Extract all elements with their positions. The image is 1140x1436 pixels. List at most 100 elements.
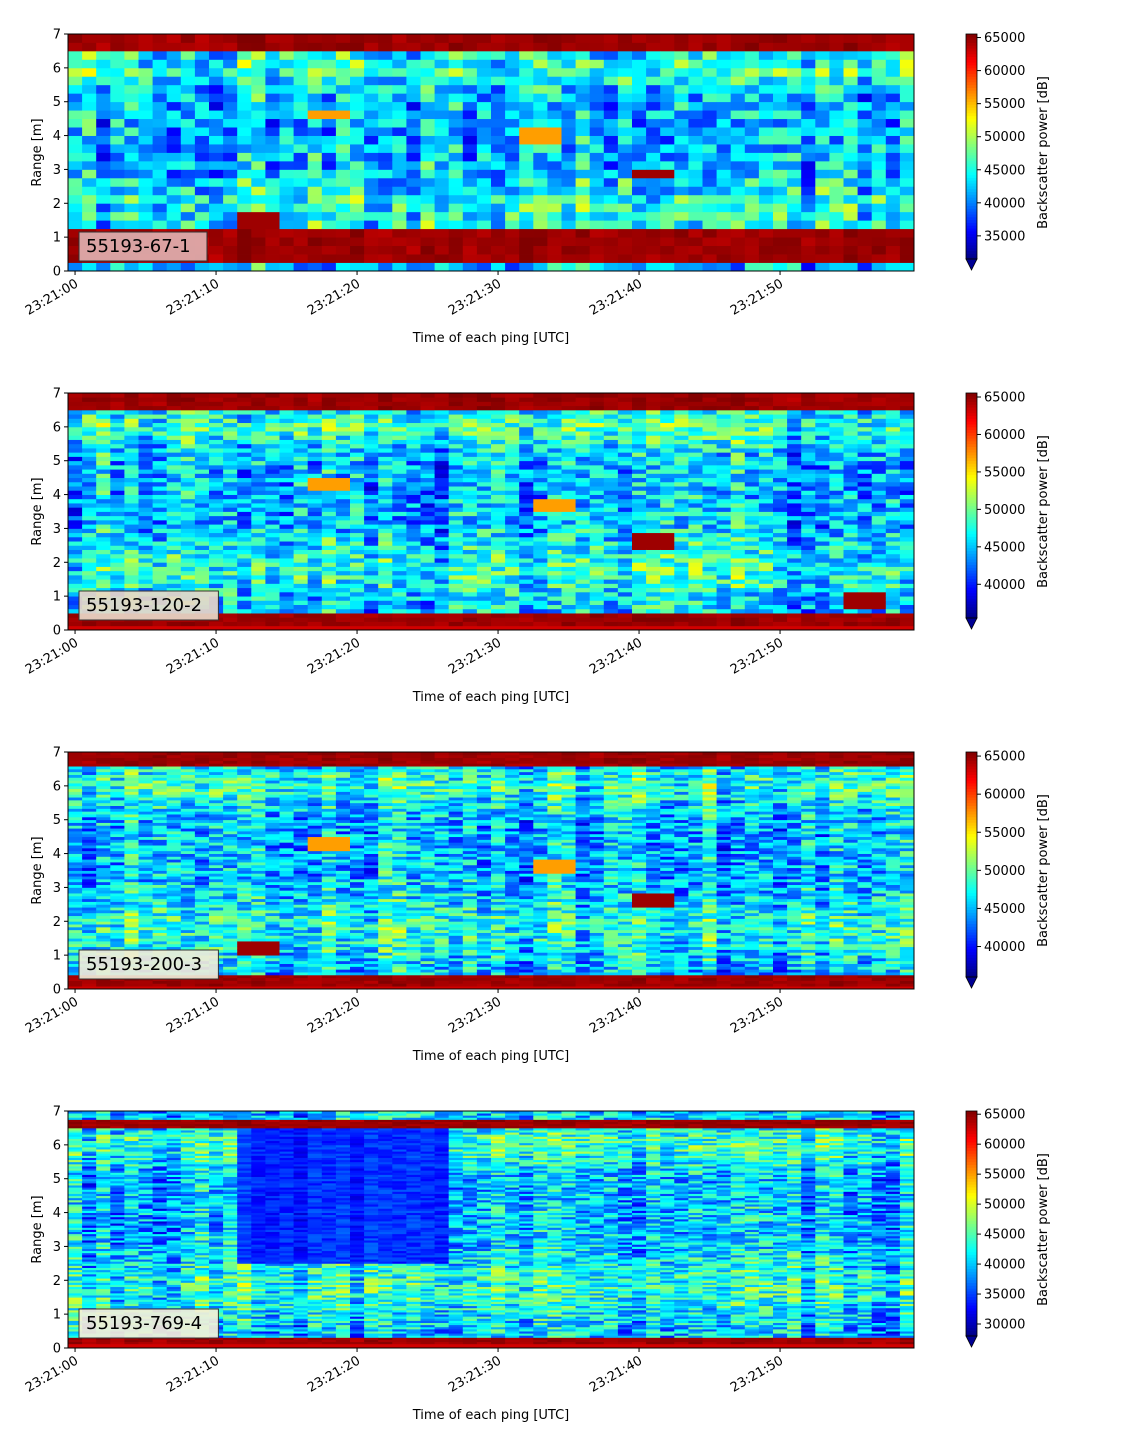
heatmap-cell: [844, 263, 859, 272]
heatmap-cell: [139, 456, 154, 461]
heatmap-cell: [294, 435, 309, 440]
heatmap-cell: [449, 397, 464, 402]
heatmap-cell: [562, 465, 577, 470]
heatmap-cell: [237, 592, 252, 597]
heatmap-cell: [829, 533, 844, 538]
heatmap-cell: [688, 237, 703, 246]
heatmap-cell: [308, 68, 323, 77]
heatmap-cell: [223, 617, 238, 622]
heatmap-cell: [632, 397, 647, 402]
heatmap-cell: [674, 144, 689, 153]
heatmap-cell: [477, 418, 492, 423]
heatmap-cell: [308, 444, 323, 449]
heatmap-cell: [731, 119, 746, 128]
heatmap-cell: [576, 254, 591, 263]
heatmap-cell: [294, 220, 309, 229]
heatmap-cell: [463, 622, 478, 627]
heatmap-cell: [717, 423, 732, 428]
heatmap-cell: [844, 512, 859, 517]
heatmap-cell: [618, 486, 633, 491]
heatmap-cell: [604, 567, 619, 572]
heatmap-cell: [688, 550, 703, 555]
heatmap-cell: [124, 503, 138, 508]
heatmap-cell: [745, 51, 760, 60]
heatmap-cell: [96, 456, 111, 461]
heatmap-cell: [96, 520, 111, 525]
heatmap-cell: [181, 410, 196, 415]
heatmap-cell: [787, 558, 802, 563]
heatmap-cell: [491, 562, 506, 567]
heatmap-cell: [618, 499, 633, 504]
heatmap-cell: [505, 444, 519, 449]
heatmap-cell: [646, 452, 661, 457]
heatmap-cell: [787, 161, 802, 170]
heatmap-cell: [463, 520, 478, 525]
heatmap-cell: [576, 427, 591, 432]
heatmap-cell: [660, 533, 675, 538]
heatmap-cell: [153, 76, 168, 85]
heatmap-cell: [646, 456, 661, 461]
heatmap-cell: [547, 465, 562, 470]
heatmap-cell: [801, 622, 816, 627]
heatmap-cell: [435, 571, 450, 576]
heatmap-cell: [237, 431, 252, 436]
heatmap-cell: [815, 410, 830, 415]
heatmap-cell: [237, 567, 252, 572]
heatmap-cell: [844, 42, 859, 51]
heatmap-cell: [350, 567, 365, 572]
heatmap-cell: [181, 469, 196, 474]
heatmap-cell: [632, 478, 647, 483]
heatmap-cell: [604, 469, 619, 474]
heatmap-cell: [421, 575, 436, 580]
heatmap-cell: [449, 431, 464, 436]
heatmap-cell: [209, 545, 224, 550]
heatmap-cell: [604, 136, 619, 145]
heatmap-cell: [336, 512, 351, 517]
heatmap-cell: [435, 42, 450, 51]
heatmap-cell: [829, 558, 844, 563]
heatmap-cell: [280, 440, 295, 445]
heatmap-cell: [632, 34, 647, 43]
heatmap-cell: [533, 414, 548, 419]
heatmap-cell: [745, 596, 760, 601]
heatmap-cell: [308, 393, 323, 398]
heatmap-cell: [392, 622, 407, 627]
heatmap-cell: [660, 456, 675, 461]
heatmap-cell: [322, 588, 337, 593]
heatmap-cell: [745, 541, 760, 546]
heatmap-cell: [759, 406, 774, 411]
heatmap-cell: [350, 541, 365, 546]
heatmap-cell: [618, 469, 633, 474]
heatmap-cell: [153, 102, 168, 111]
heatmap-cell: [181, 76, 196, 85]
heatmap-cell: [195, 567, 210, 572]
heatmap-cell: [660, 609, 675, 614]
heatmap-cell: [392, 605, 407, 610]
heatmap-cell: [294, 401, 309, 406]
heatmap-cell: [745, 440, 760, 445]
heatmap-cell: [646, 512, 661, 517]
heatmap-cell: [82, 550, 97, 555]
heatmap-cell: [844, 153, 859, 162]
heatmap-cell: [167, 59, 182, 68]
heatmap-cell: [463, 499, 478, 504]
heatmap-cell: [139, 516, 154, 521]
heatmap-cell: [505, 51, 519, 60]
heatmap-cell: [435, 93, 450, 102]
heatmap-cell: [844, 51, 859, 60]
heatmap-cell: [745, 263, 760, 272]
heatmap-cell: [251, 465, 265, 470]
heatmap-cell: [237, 528, 252, 533]
heatmap-cell: [322, 401, 337, 406]
heatmap-cell: [294, 452, 309, 457]
heatmap-cell: [717, 482, 732, 487]
heatmap-cell: [505, 550, 519, 555]
heatmap-cell: [68, 119, 83, 128]
heatmap-cell: [322, 440, 337, 445]
heatmap-cell: [195, 410, 210, 415]
heatmap-cell: [167, 34, 182, 43]
heatmap-cell: [773, 406, 788, 411]
heatmap-cell: [745, 588, 760, 593]
heatmap-cell: [787, 220, 802, 229]
heatmap-cell: [96, 533, 111, 538]
